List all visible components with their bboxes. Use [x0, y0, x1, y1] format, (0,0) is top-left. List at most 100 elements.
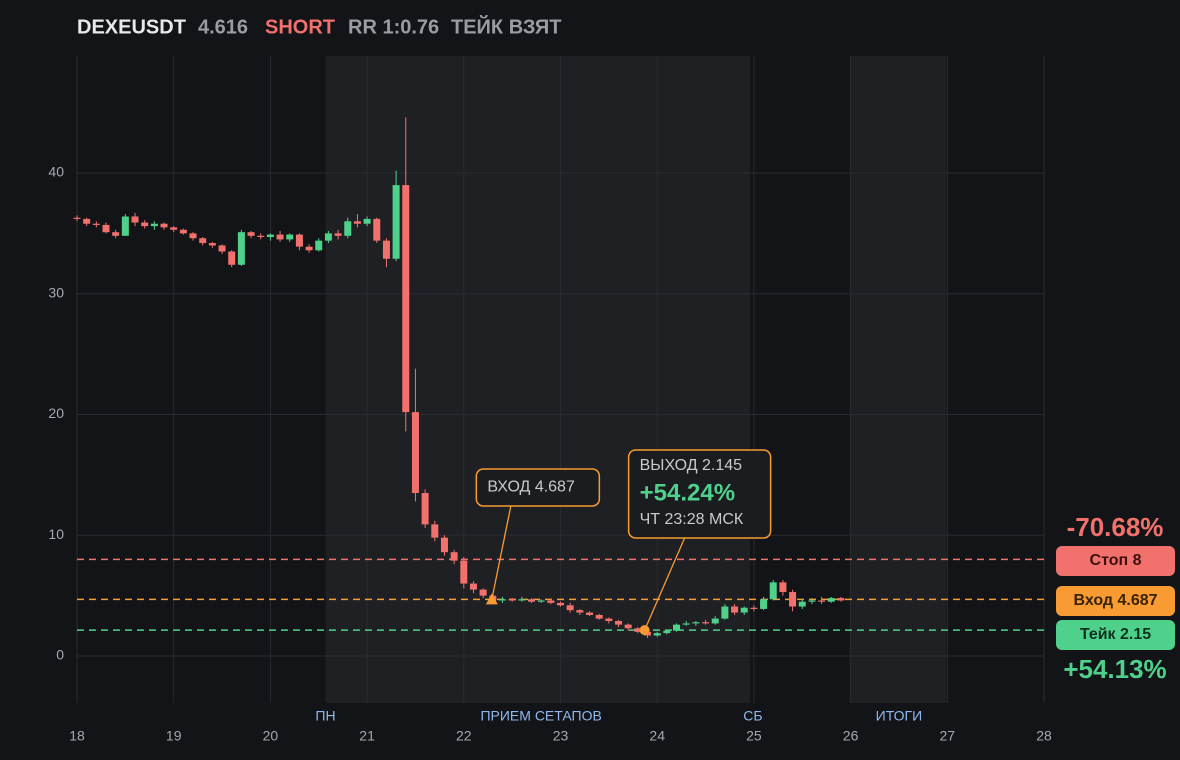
level-label: Стоп 8	[1090, 552, 1142, 569]
candle-body	[624, 624, 632, 629]
candle-body	[112, 232, 120, 236]
candle-body	[92, 223, 100, 225]
candle-body	[702, 622, 710, 624]
candle-body	[595, 614, 603, 619]
candle-body	[837, 598, 845, 601]
candle-body	[818, 600, 826, 602]
candle-body	[731, 606, 739, 613]
candle-body	[131, 216, 139, 223]
candle-body	[827, 598, 835, 602]
session-band	[849, 56, 947, 703]
candle-body	[740, 607, 748, 613]
candle-body	[653, 633, 661, 636]
candle-body	[392, 185, 400, 259]
candle-body	[789, 592, 797, 607]
x-tick-label: 21	[359, 728, 375, 744]
candle-body	[334, 233, 342, 236]
y-tick-label: 30	[48, 284, 64, 300]
candle-body	[634, 628, 642, 632]
candle-body	[682, 623, 690, 625]
candle-body	[102, 224, 110, 233]
candle-body	[537, 600, 545, 602]
candle-body	[440, 537, 448, 553]
exit-marker	[639, 625, 650, 636]
level-pill	[1056, 620, 1175, 650]
x-tick-label: 25	[746, 728, 762, 744]
candle-body	[353, 221, 361, 224]
candle-body	[692, 622, 700, 624]
candle-body	[170, 227, 178, 230]
candle-body	[586, 612, 594, 615]
candle-body	[566, 605, 574, 611]
status: ТЕЙК ВЗЯТ	[451, 14, 562, 38]
x-tick-label: 27	[940, 728, 956, 744]
level-label: Тейк 2.15	[1080, 626, 1151, 643]
candle-body	[769, 582, 777, 600]
level-percent: -70.68%	[1067, 512, 1164, 542]
candle-body	[199, 238, 207, 244]
candle-body	[228, 251, 236, 265]
candle-body	[382, 240, 390, 259]
candle-body	[286, 234, 294, 240]
annotation-text: ВХОД 4.687	[487, 479, 575, 496]
candle-body	[266, 234, 274, 238]
candle-body	[121, 216, 129, 236]
candle-body	[83, 218, 91, 224]
session-label: ПРИЕМ СЕТАПОВ	[480, 708, 601, 724]
candle-body	[421, 493, 429, 525]
level-label: Вход 4.687	[1073, 592, 1157, 609]
candle-body	[469, 583, 477, 590]
side: SHORT	[265, 16, 335, 38]
candle-body	[605, 618, 613, 622]
candle-body	[750, 607, 758, 609]
candle-body	[527, 599, 535, 602]
candle-body	[247, 232, 255, 236]
x-tick-label: 22	[456, 728, 472, 744]
entry-marker	[485, 593, 498, 605]
candle-body	[460, 560, 468, 584]
x-tick-label: 20	[263, 728, 279, 744]
annotation-text: ВЫХОД 2.145	[640, 457, 742, 474]
y-tick-label: 20	[48, 405, 64, 421]
candle-body	[373, 218, 381, 241]
candle-body	[295, 234, 303, 247]
candle-body	[663, 630, 671, 634]
annotation-box	[627, 449, 772, 539]
candle-body	[479, 589, 487, 596]
candle-body	[402, 185, 410, 413]
candle-body	[218, 245, 226, 252]
candle-body	[324, 233, 332, 241]
candle-body	[189, 233, 197, 239]
x-tick-label: 23	[553, 728, 569, 744]
candle-body	[721, 606, 729, 619]
level-pill	[1056, 586, 1175, 616]
candle-body	[208, 243, 216, 246]
candle-body	[411, 412, 419, 494]
session-label: ИТОГИ	[876, 708, 923, 724]
annotation-box	[475, 468, 601, 507]
x-tick-label: 18	[69, 728, 85, 744]
y-tick-label: 10	[48, 526, 64, 542]
candle-body	[141, 222, 149, 227]
candle-body	[315, 240, 323, 251]
y-tick-label: 40	[48, 164, 64, 180]
candle-body	[615, 621, 623, 625]
y-tick-label: 0	[56, 647, 64, 663]
candle-body	[363, 218, 371, 224]
candle-body	[547, 600, 555, 603]
candle-body	[257, 235, 265, 238]
candle-body	[179, 229, 187, 234]
candle-body	[450, 552, 458, 561]
candle-body	[237, 232, 245, 265]
candle-body	[808, 600, 816, 602]
annotation-text: +54.24%	[640, 479, 735, 506]
candle-body	[518, 599, 526, 601]
annotation-text: ЧТ 23:28 МСК	[640, 511, 744, 528]
candle-body	[344, 221, 352, 236]
candle-body	[576, 610, 584, 613]
price: 4.616	[198, 16, 248, 38]
annotation-pointer	[491, 505, 512, 600]
x-tick-label: 19	[166, 728, 182, 744]
x-tick-label: 26	[843, 728, 859, 744]
